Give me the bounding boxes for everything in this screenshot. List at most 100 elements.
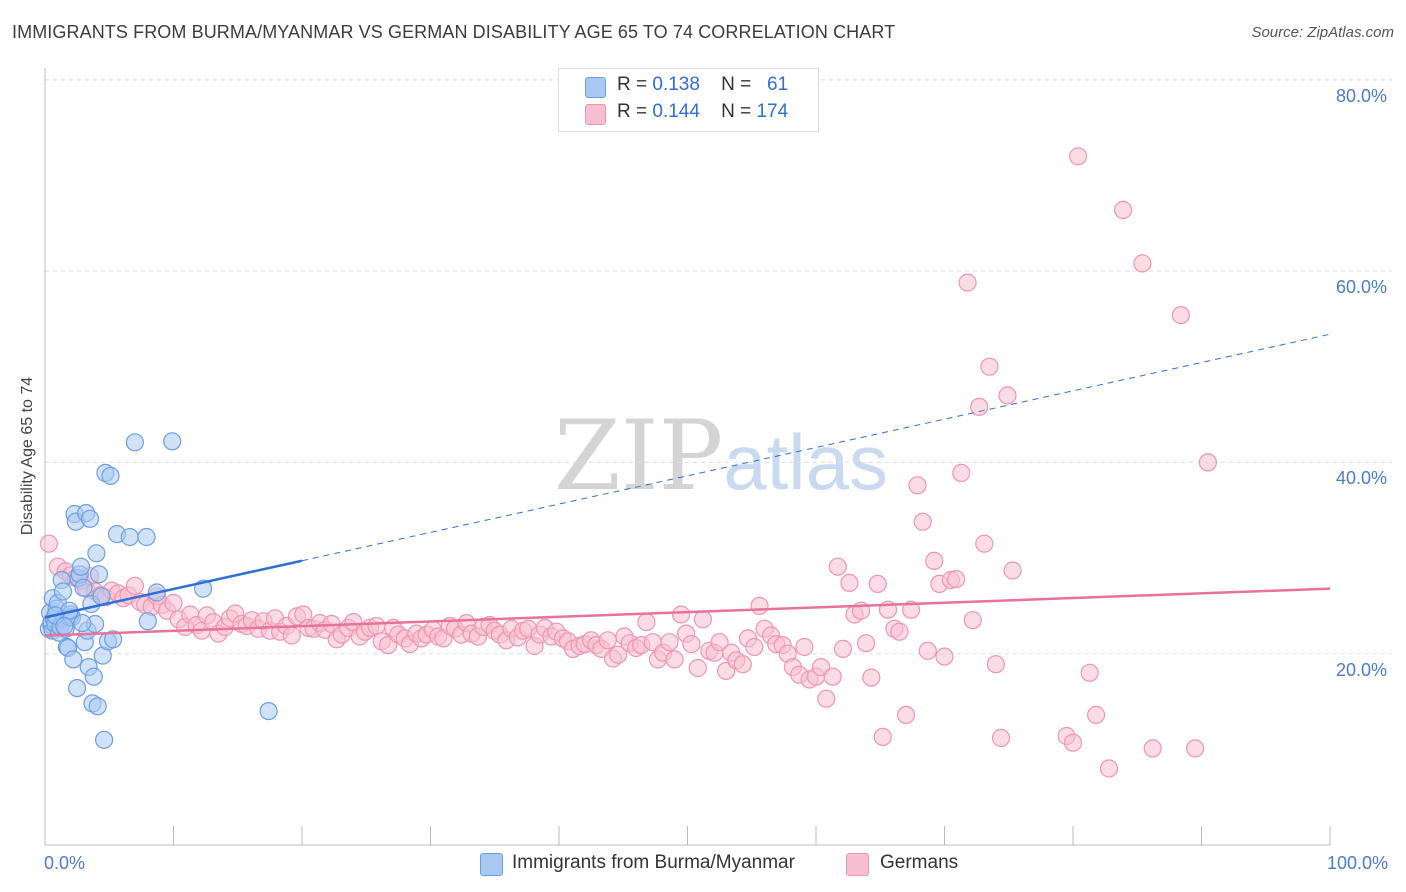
burma-point — [64, 650, 83, 669]
n-label: N = — [721, 101, 752, 122]
germans-point — [1198, 453, 1218, 472]
germans-point — [946, 569, 966, 589]
n-value: 61 — [767, 74, 789, 95]
germans-point — [745, 637, 764, 657]
germans-point — [856, 634, 876, 653]
correlation-legend: R = 0.138 N = 61 R = 0.144 N = 174 — [558, 68, 819, 132]
germans-point — [164, 593, 183, 613]
legend-swatch-pink — [846, 853, 869, 876]
germans-point — [660, 633, 679, 652]
germans-point — [598, 631, 617, 650]
germans-point — [935, 647, 954, 666]
germans-point — [1113, 200, 1133, 219]
germans-point — [1063, 733, 1083, 752]
y-tick-label: 60.0% — [1336, 277, 1388, 297]
germans-point — [896, 705, 916, 725]
y-tick-label: 20.0% — [1336, 660, 1388, 680]
germans-point — [1080, 663, 1099, 682]
germans-point — [682, 634, 701, 654]
germans-point — [991, 728, 1011, 748]
burma-point — [101, 466, 120, 485]
germans-point — [828, 557, 847, 576]
burma-point — [87, 544, 106, 563]
burma-point — [53, 582, 73, 601]
germans-point — [1003, 561, 1022, 580]
legend-stats-burma: R = 0.138 N = 61 — [617, 74, 788, 96]
burma-point — [80, 509, 100, 528]
r-value: 0.138 — [652, 74, 700, 95]
legend-label-germans: Germans — [880, 852, 959, 873]
burma-point — [88, 697, 107, 716]
germans-point — [1171, 306, 1191, 325]
germans-point — [840, 573, 859, 593]
germans-point — [862, 668, 881, 687]
germans-point — [1143, 739, 1162, 758]
germans-point — [1086, 705, 1106, 725]
series-legend: Immigrants from Burma/Myanmar Germans — [0, 852, 1406, 878]
burma-point — [120, 527, 139, 547]
germans-point — [750, 596, 769, 616]
germans-point — [975, 534, 994, 553]
germans-point — [693, 610, 713, 629]
burma-point — [73, 613, 92, 633]
germans-point — [980, 357, 999, 376]
germans-trendline — [44, 587, 1331, 637]
burma-point — [94, 730, 114, 749]
burma-point — [103, 630, 123, 649]
burma-point — [89, 565, 109, 584]
germans-point — [908, 476, 927, 495]
burma-trendline-extension — [301, 333, 1331, 562]
germans-point — [986, 655, 1006, 674]
germans-point — [282, 626, 301, 645]
germans-point — [733, 655, 752, 674]
source-label: Source: ZipAtlas.com — [1251, 24, 1394, 41]
germans-point — [868, 574, 887, 594]
germans-point — [817, 689, 836, 708]
legend-swatch-blue — [585, 77, 606, 98]
burma-point — [92, 587, 111, 606]
germans-point — [998, 386, 1017, 405]
n-label: N = — [721, 74, 752, 95]
germans-point — [952, 463, 971, 482]
burma-point — [84, 667, 103, 686]
germans-point — [963, 611, 982, 630]
burma-point — [71, 557, 91, 576]
chart-title: IMMIGRANTS FROM BURMA/MYANMAR VS GERMAN … — [12, 22, 896, 42]
burma-point — [55, 616, 74, 636]
r-label: R = — [617, 101, 648, 122]
germans-point — [970, 397, 989, 416]
germans-point — [1068, 147, 1088, 166]
r-label: R = — [617, 74, 648, 95]
germans-point — [795, 637, 814, 657]
legend-swatch-blue — [480, 853, 503, 876]
germans-point — [925, 551, 944, 571]
germans-point — [913, 512, 932, 531]
germans-point — [665, 650, 684, 669]
burma-point — [138, 612, 157, 631]
burma-point — [137, 527, 156, 547]
legend-stats-germans: R = 0.144 N = 174 — [617, 101, 788, 123]
germans-point — [823, 667, 842, 686]
germans-point — [125, 576, 144, 595]
germans-point — [1133, 254, 1152, 273]
germans-point — [958, 273, 977, 292]
y-tick-label: 80.0% — [1336, 86, 1388, 106]
germans-point — [39, 534, 59, 553]
germans-point — [890, 622, 909, 641]
germans-point — [367, 616, 386, 636]
germans-point — [1099, 759, 1119, 778]
x-tick-label-max: 100.0% — [1327, 853, 1389, 873]
germans-point — [608, 645, 628, 664]
germans-point — [873, 727, 892, 747]
germans-point — [918, 641, 937, 660]
germans-point — [688, 658, 707, 678]
legend-label-burma: Immigrants from Burma/Myanmar — [512, 852, 795, 873]
burma-point — [163, 432, 182, 451]
germans-point — [833, 639, 853, 659]
y-tick-label: 40.0% — [1336, 468, 1388, 488]
germans-point — [901, 600, 921, 619]
burma-point — [259, 701, 278, 721]
burma-point — [74, 578, 93, 597]
n-value: 174 — [756, 101, 789, 122]
